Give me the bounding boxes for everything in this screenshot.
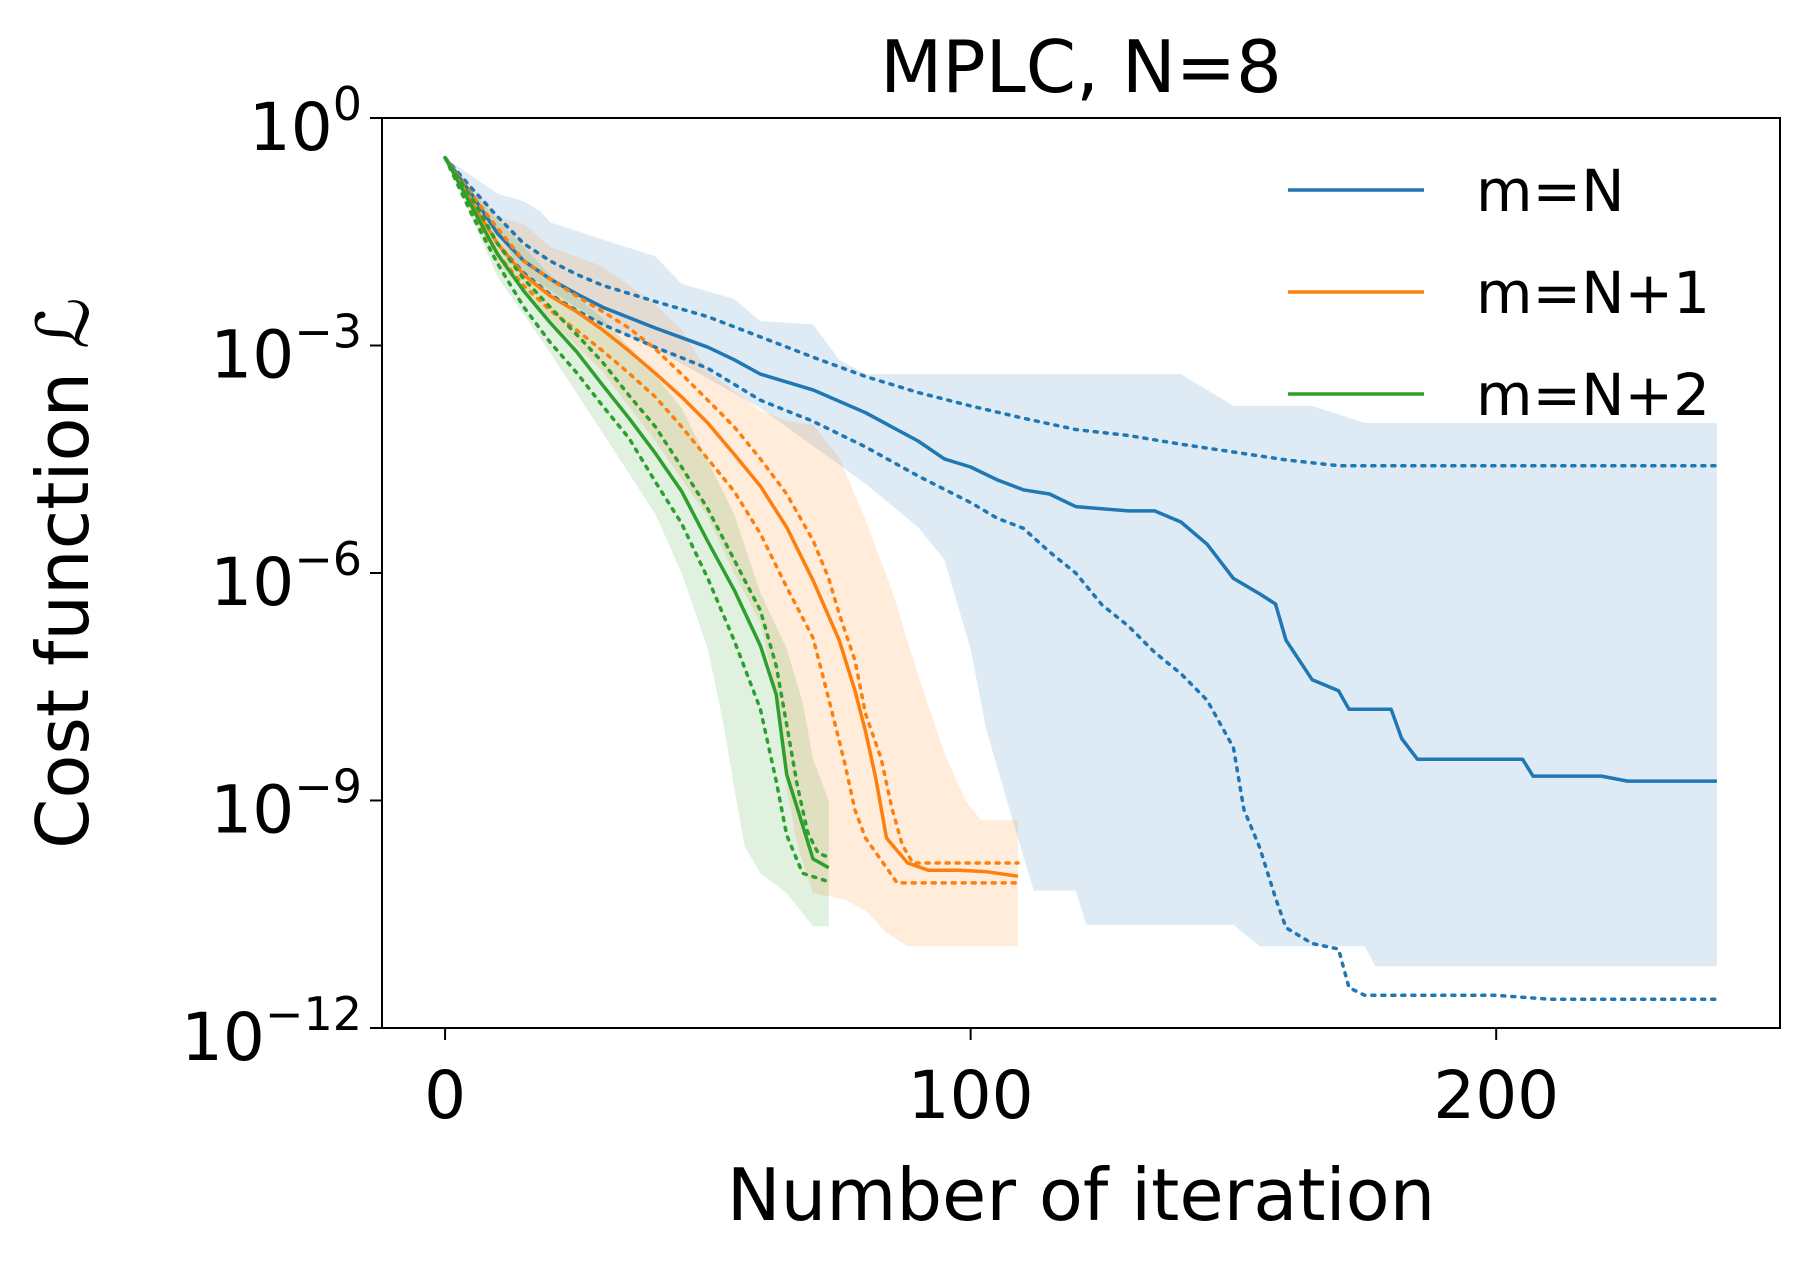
y-tick-base: 10 — [181, 999, 265, 1076]
x-tick-label: 0 — [424, 1057, 466, 1134]
series-quantile-high-0 — [443, 155, 1719, 468]
y-axis-label-text: Cost function — [21, 349, 105, 849]
y-tick-base: 10 — [210, 772, 294, 849]
chart-title: MPLC, N=8 — [880, 25, 1282, 109]
x-tick-label: 200 — [1433, 1057, 1559, 1134]
series-line-0 — [443, 156, 1717, 783]
x-axis-ticks: 0 100 200 — [424, 1028, 1559, 1134]
series-quantile-low-1 — [443, 155, 1020, 885]
y-axis-label: Cost function ℒ — [21, 297, 105, 849]
y-tick-exponent: −9 — [294, 760, 362, 814]
y-tick-base: 10 — [210, 317, 294, 394]
series-line-1 — [443, 156, 1019, 879]
legend-label-0: m=N — [1476, 157, 1624, 225]
x-tick-label: 100 — [908, 1057, 1034, 1134]
y-tick-exponent: −3 — [294, 305, 362, 359]
legend-label-1: m=N+1 — [1476, 259, 1710, 327]
legend: m=N m=N+1 m=N+2 — [1288, 157, 1710, 429]
y-tick-exponent: −12 — [265, 987, 362, 1041]
x-axis-label: Number of iteration — [727, 1153, 1436, 1237]
y-tick-label: 10−6 — [210, 532, 362, 621]
y-tick-label: 10−3 — [210, 305, 362, 394]
series-line-2 — [443, 156, 830, 870]
series-band-0 — [445, 157, 1717, 967]
series-lines — [443, 155, 1719, 1001]
y-tick-base: 10 — [210, 544, 294, 621]
series-band-2 — [445, 157, 829, 927]
y-tick-label: 100 — [249, 77, 362, 166]
y-tick-exponent: −6 — [294, 532, 362, 586]
y-tick-label: 10−12 — [181, 987, 362, 1076]
legend-label-2: m=N+2 — [1476, 361, 1710, 429]
series-quantile-low-2 — [443, 155, 831, 884]
y-tick-base: 10 — [249, 89, 333, 166]
y-tick-label: 10−9 — [210, 760, 362, 849]
y-tick-exponent: 0 — [333, 77, 362, 131]
series-quantile-high-2 — [443, 155, 831, 859]
series-quantile-low-0 — [443, 155, 1719, 1001]
y-axis-label-symbol: ℒ — [21, 297, 105, 349]
series-quantile-high-1 — [443, 155, 1020, 865]
